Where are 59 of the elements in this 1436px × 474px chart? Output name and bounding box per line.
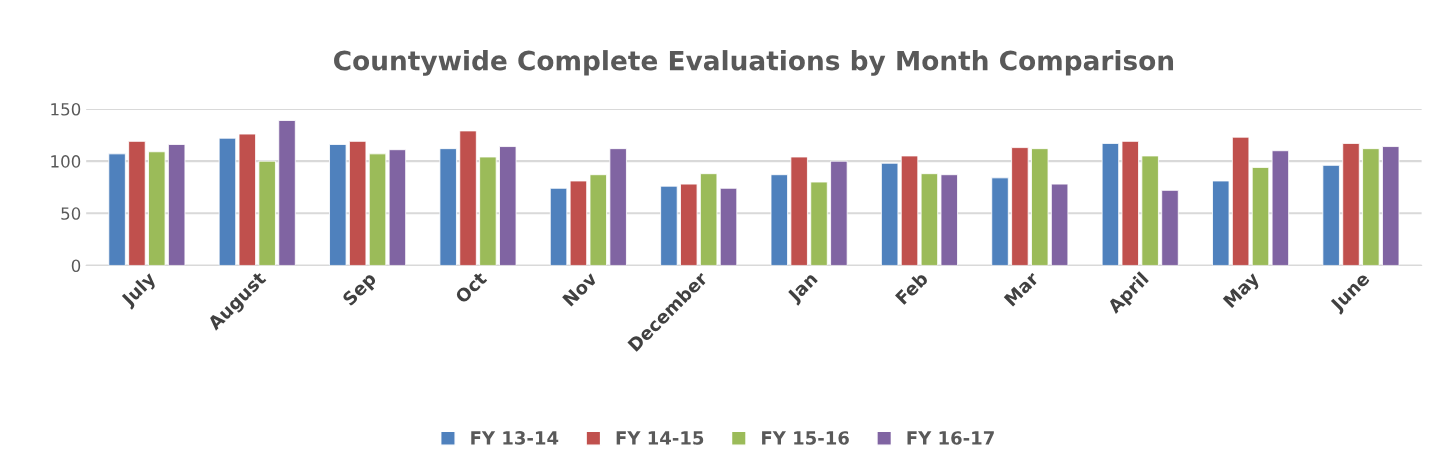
bar [790, 156, 808, 266]
bar [1322, 164, 1340, 266]
bar [589, 174, 607, 266]
y-tick-label: 0 [71, 259, 81, 273]
bar [388, 149, 407, 266]
bar [218, 137, 237, 266]
bar [368, 153, 387, 266]
bar [1362, 148, 1380, 266]
bar [1271, 150, 1290, 266]
bar [940, 174, 958, 266]
bar [549, 187, 568, 266]
bar [258, 160, 276, 266]
y-tick-label: 150 [51, 102, 81, 116]
bar [108, 153, 126, 266]
bar [1121, 140, 1139, 266]
y-tick-label: 100 [51, 155, 81, 168]
bar [770, 174, 788, 266]
bar [1212, 180, 1230, 266]
chart-title: Countywide Complete Evaluations by Month Comparison [334, 50, 1174, 76]
bar [148, 151, 166, 266]
bar [329, 144, 347, 266]
bar [609, 148, 627, 266]
legend-label: FY 15-16 [762, 431, 849, 445]
bar [278, 120, 296, 266]
y-tick-label: 50 [61, 207, 81, 220]
bar [1031, 148, 1049, 266]
bar [459, 130, 477, 266]
bar [1251, 167, 1270, 266]
bar [1011, 147, 1029, 266]
x-tick-label: Feb [894, 270, 929, 306]
bar [499, 146, 517, 266]
bar [1050, 183, 1069, 266]
bar [439, 148, 457, 266]
bar [1141, 155, 1159, 266]
bar [1382, 146, 1400, 266]
bar [1161, 189, 1179, 266]
bar [880, 162, 899, 266]
bar [128, 140, 146, 266]
bar [660, 185, 678, 266]
bar [719, 187, 738, 266]
bar [479, 156, 497, 266]
bar [699, 173, 718, 266]
bar [1231, 136, 1250, 266]
bar [900, 155, 919, 266]
bar [167, 144, 186, 266]
bar [348, 140, 367, 266]
bar [1342, 143, 1360, 266]
legend-label: FY 13-14 [471, 431, 559, 445]
x-tick-label: Oct [454, 270, 488, 305]
bar [810, 181, 828, 266]
bar [680, 183, 698, 266]
bar [830, 160, 848, 266]
legend-label: FY 16-17 [907, 431, 994, 445]
bar [991, 177, 1009, 266]
bar [920, 173, 939, 266]
legend-label: FY 14-15 [616, 431, 704, 445]
bar [569, 180, 588, 266]
bar [1101, 143, 1120, 266]
bar [238, 133, 256, 266]
